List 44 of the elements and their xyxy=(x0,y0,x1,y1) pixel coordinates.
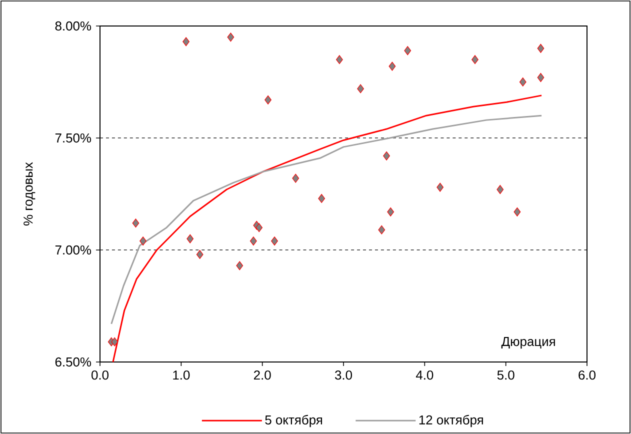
point xyxy=(383,151,390,160)
legend-label: 12 октября xyxy=(419,414,483,428)
point xyxy=(496,185,504,194)
point xyxy=(271,236,278,246)
point xyxy=(196,250,204,259)
y-tick-label: 7.50% xyxy=(55,133,92,143)
point xyxy=(111,337,118,346)
point xyxy=(182,37,190,46)
y-tick-label: 6.50% xyxy=(55,357,92,367)
point xyxy=(227,32,234,42)
y-tick-label: 8.00% xyxy=(55,21,92,31)
point xyxy=(404,46,412,56)
line-series xyxy=(110,114,542,325)
x-tick-label: 5.0 xyxy=(497,370,514,380)
x-tick-label: 3.0 xyxy=(335,370,352,380)
point xyxy=(472,55,478,64)
point xyxy=(537,73,544,82)
point xyxy=(132,218,140,228)
point xyxy=(387,207,394,216)
point xyxy=(388,62,396,71)
point xyxy=(514,207,521,216)
point xyxy=(378,225,386,234)
y-axis-title: % годовых xyxy=(24,162,36,226)
point xyxy=(186,234,194,244)
point xyxy=(236,261,244,270)
x-tick-label: 0.0 xyxy=(92,370,109,380)
point xyxy=(318,194,326,203)
point xyxy=(250,236,257,246)
point xyxy=(256,223,263,232)
x-axis-title: Дюрация xyxy=(501,337,555,349)
x-tick-label: 1.0 xyxy=(173,370,190,380)
x-tick-label: 6.0 xyxy=(578,370,596,380)
point xyxy=(537,44,544,53)
point xyxy=(292,174,300,183)
point xyxy=(336,55,343,64)
point xyxy=(140,236,146,246)
y-tick-label: 7.00% xyxy=(55,245,92,255)
x-tick-label: 2.0 xyxy=(254,370,271,380)
point xyxy=(264,95,272,104)
point xyxy=(436,182,444,192)
legend-label: 5 октября xyxy=(265,414,322,428)
point xyxy=(519,77,526,86)
point xyxy=(357,84,364,94)
x-tick-label: 4.0 xyxy=(416,370,434,380)
